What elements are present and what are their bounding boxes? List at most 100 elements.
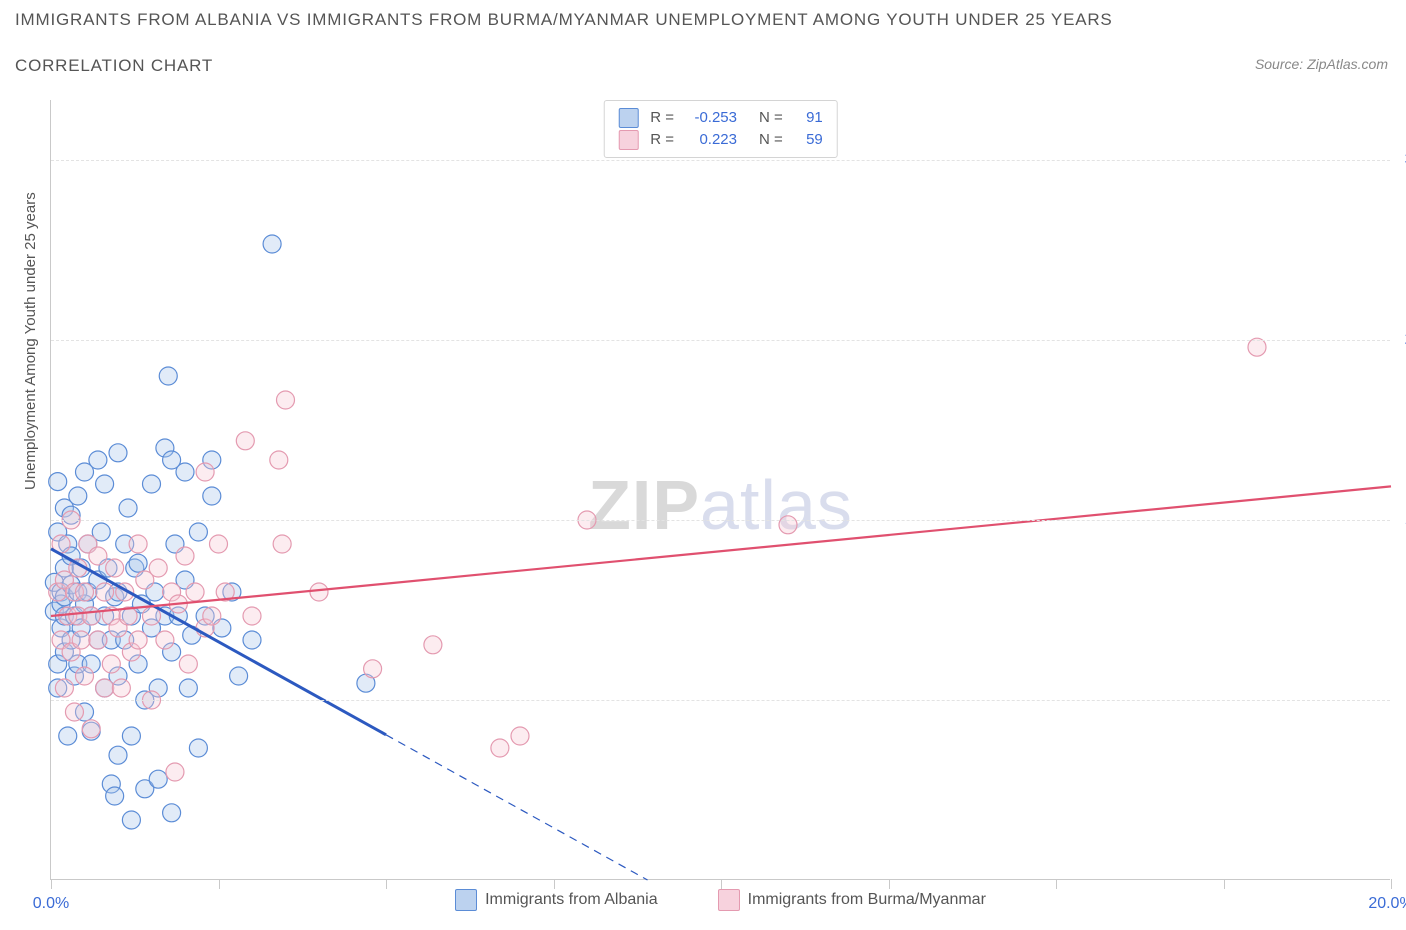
scatter-point [82, 720, 100, 738]
scatter-point [129, 535, 147, 553]
x-tick [386, 879, 387, 889]
scatter-point [96, 475, 114, 493]
scatter-point [89, 631, 107, 649]
swatch-series-a [618, 108, 638, 128]
scatter-point [69, 487, 87, 505]
scatter-point [511, 727, 529, 745]
scatter-point [149, 559, 167, 577]
scatter-point [102, 655, 120, 673]
scatter-point [203, 607, 221, 625]
r-value-a: -0.253 [682, 107, 737, 129]
scatter-point [129, 631, 147, 649]
n-value-b: 59 [791, 129, 823, 151]
scatter-point [49, 473, 67, 491]
scatter-point [106, 787, 124, 805]
scatter-point [210, 535, 228, 553]
y-tick-label: 15.0% [1395, 511, 1406, 529]
swatch-series-a [455, 889, 477, 911]
r-value-b: 0.223 [682, 129, 737, 151]
scatter-point [179, 679, 197, 697]
x-tick [51, 879, 52, 889]
scatter-point [176, 463, 194, 481]
x-tick-label: 0.0% [33, 895, 69, 913]
x-tick [1391, 879, 1392, 889]
scatter-point [65, 703, 83, 721]
scatter-point [76, 667, 94, 685]
scatter-point [156, 631, 174, 649]
scatter-point [189, 739, 207, 757]
x-tick [554, 879, 555, 889]
legend-item-b: Immigrants from Burma/Myanmar [718, 889, 986, 911]
scatter-svg [51, 100, 1391, 880]
plot-wrap: ZIPatlas R = -0.253 N = 91 R = 0.223 N =… [50, 100, 1390, 880]
scatter-point [82, 607, 100, 625]
x-tick [219, 879, 220, 889]
scatter-point [491, 739, 509, 757]
regression-line-extrapolated [386, 735, 648, 880]
scatter-point [179, 655, 197, 673]
source-name: ZipAtlas.com [1307, 56, 1388, 72]
stats-row-series-b: R = 0.223 N = 59 [618, 129, 823, 151]
scatter-point [109, 746, 127, 764]
y-tick-label: 30.0% [1395, 151, 1406, 169]
n-value-a: 91 [791, 107, 823, 129]
source-prefix: Source: [1255, 56, 1307, 72]
swatch-series-b [618, 130, 638, 150]
scatter-point [277, 391, 295, 409]
scatter-point [364, 660, 382, 678]
x-tick [1056, 879, 1057, 889]
scatter-point [230, 667, 248, 685]
scatter-point [122, 811, 140, 829]
scatter-point [203, 487, 221, 505]
stats-legend: R = -0.253 N = 91 R = 0.223 N = 59 [603, 100, 838, 158]
r-label: R = [650, 107, 674, 129]
scatter-point [109, 444, 127, 462]
stats-row-series-a: R = -0.253 N = 91 [618, 107, 823, 129]
scatter-point [243, 631, 261, 649]
scatter-point [89, 547, 107, 565]
scatter-point [263, 235, 281, 253]
scatter-point [310, 583, 328, 601]
y-axis-label: Unemployment Among Youth under 25 years [22, 192, 39, 490]
grid-line [51, 700, 1390, 701]
swatch-series-b [718, 889, 740, 911]
scatter-point [159, 367, 177, 385]
x-tick [1224, 879, 1225, 889]
chart-subtitle: CORRELATION CHART [15, 56, 213, 76]
legend-item-a: Immigrants from Albania [455, 889, 658, 911]
scatter-point [143, 475, 161, 493]
chart-title: IMMIGRANTS FROM ALBANIA VS IMMIGRANTS FR… [15, 10, 1113, 30]
scatter-point [96, 679, 114, 697]
scatter-point [186, 583, 204, 601]
y-tick-label: 22.5% [1395, 331, 1406, 349]
scatter-point [76, 583, 94, 601]
scatter-point [89, 451, 107, 469]
scatter-point [779, 516, 797, 534]
grid-line [51, 160, 1390, 161]
y-tick-label: 7.5% [1395, 691, 1406, 709]
grid-line [51, 340, 1390, 341]
scatter-point [243, 607, 261, 625]
scatter-point [119, 499, 137, 517]
scatter-point [149, 770, 167, 788]
scatter-point [112, 679, 130, 697]
r-label: R = [650, 129, 674, 151]
scatter-point [163, 804, 181, 822]
grid-line [51, 520, 1390, 521]
scatter-point [189, 523, 207, 541]
scatter-point [196, 463, 214, 481]
legend-label-b: Immigrants from Burma/Myanmar [748, 891, 986, 909]
n-label: N = [759, 129, 783, 151]
scatter-point [236, 432, 254, 450]
source-label: Source: ZipAtlas.com [1255, 56, 1388, 72]
scatter-point [273, 535, 291, 553]
scatter-point [424, 636, 442, 654]
scatter-point [166, 763, 184, 781]
regression-line [51, 486, 1391, 616]
scatter-point [96, 583, 114, 601]
scatter-point [176, 547, 194, 565]
scatter-point [106, 559, 124, 577]
scatter-point [72, 631, 90, 649]
plot-area: ZIPatlas R = -0.253 N = 91 R = 0.223 N =… [50, 100, 1390, 880]
bottom-legend: Immigrants from Albania Immigrants from … [51, 889, 1390, 911]
